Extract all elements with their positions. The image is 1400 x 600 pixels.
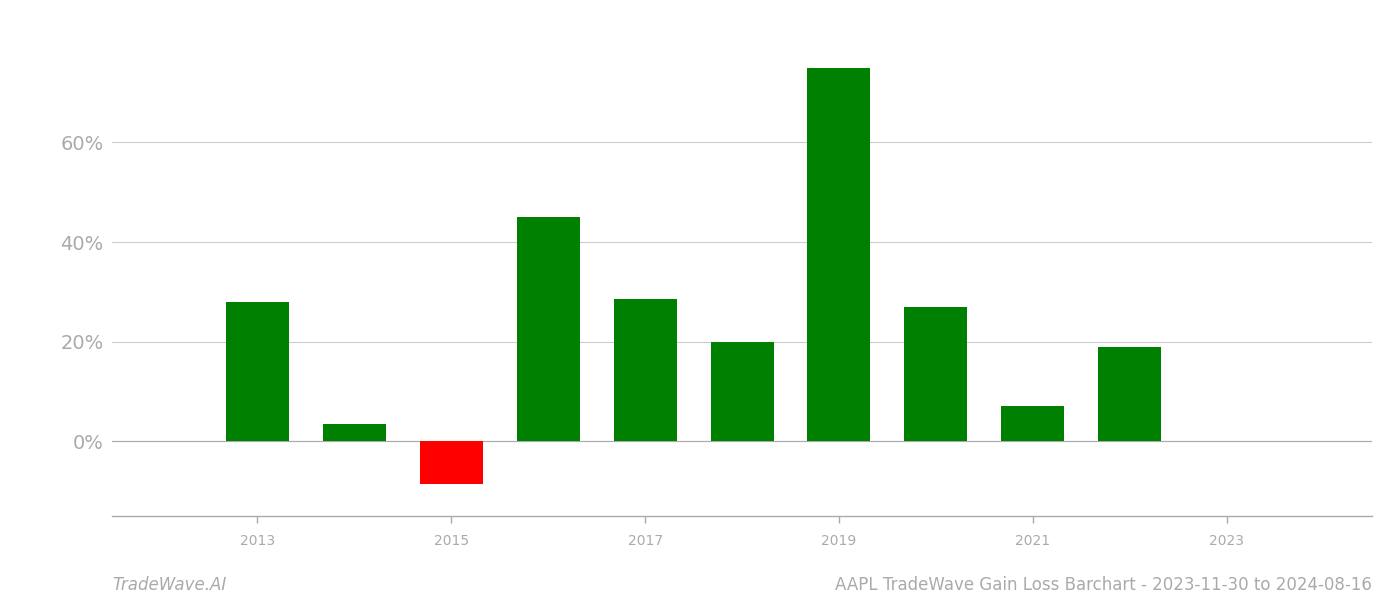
Bar: [904, 307, 967, 441]
Bar: [517, 217, 580, 441]
Bar: [808, 68, 871, 441]
Bar: [711, 341, 774, 441]
Bar: [225, 302, 288, 441]
Text: TradeWave.AI: TradeWave.AI: [112, 576, 227, 594]
Bar: [323, 424, 386, 441]
Bar: [1098, 347, 1161, 441]
Bar: [1001, 406, 1064, 441]
Bar: [420, 441, 483, 484]
Text: AAPL TradeWave Gain Loss Barchart - 2023-11-30 to 2024-08-16: AAPL TradeWave Gain Loss Barchart - 2023…: [836, 576, 1372, 594]
Bar: [613, 299, 676, 441]
